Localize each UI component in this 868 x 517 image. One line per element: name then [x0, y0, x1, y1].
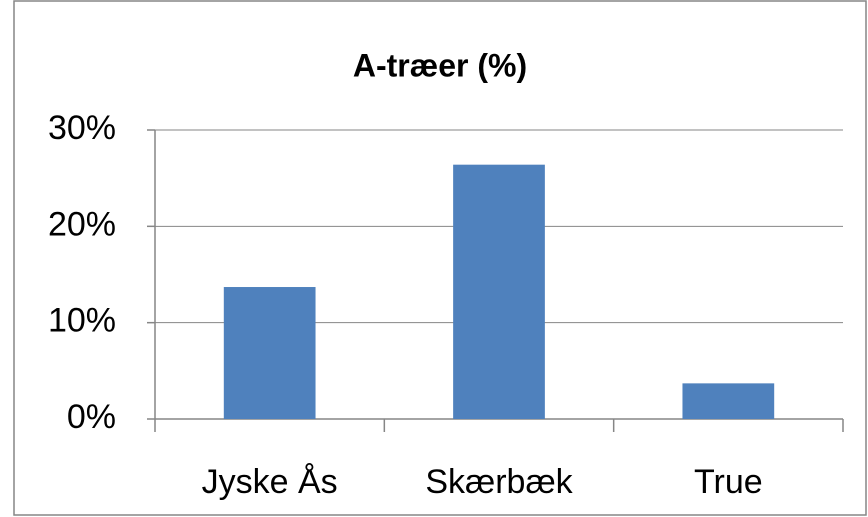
y-tick-label: 10% [48, 302, 116, 340]
y-tick-label: 0% [67, 398, 116, 436]
x-tick-label: True [694, 463, 763, 501]
chart-title: A-træer (%) [353, 47, 527, 83]
bar [682, 383, 775, 419]
y-tick-label: 20% [48, 205, 116, 243]
x-tick-label: Skærbæk [425, 463, 573, 501]
y-tick-label: 30% [48, 109, 116, 147]
bar [453, 164, 545, 419]
chart-frame [13, 0, 867, 516]
bar [223, 287, 316, 419]
x-tick-label: Jyske Ås [202, 463, 338, 501]
